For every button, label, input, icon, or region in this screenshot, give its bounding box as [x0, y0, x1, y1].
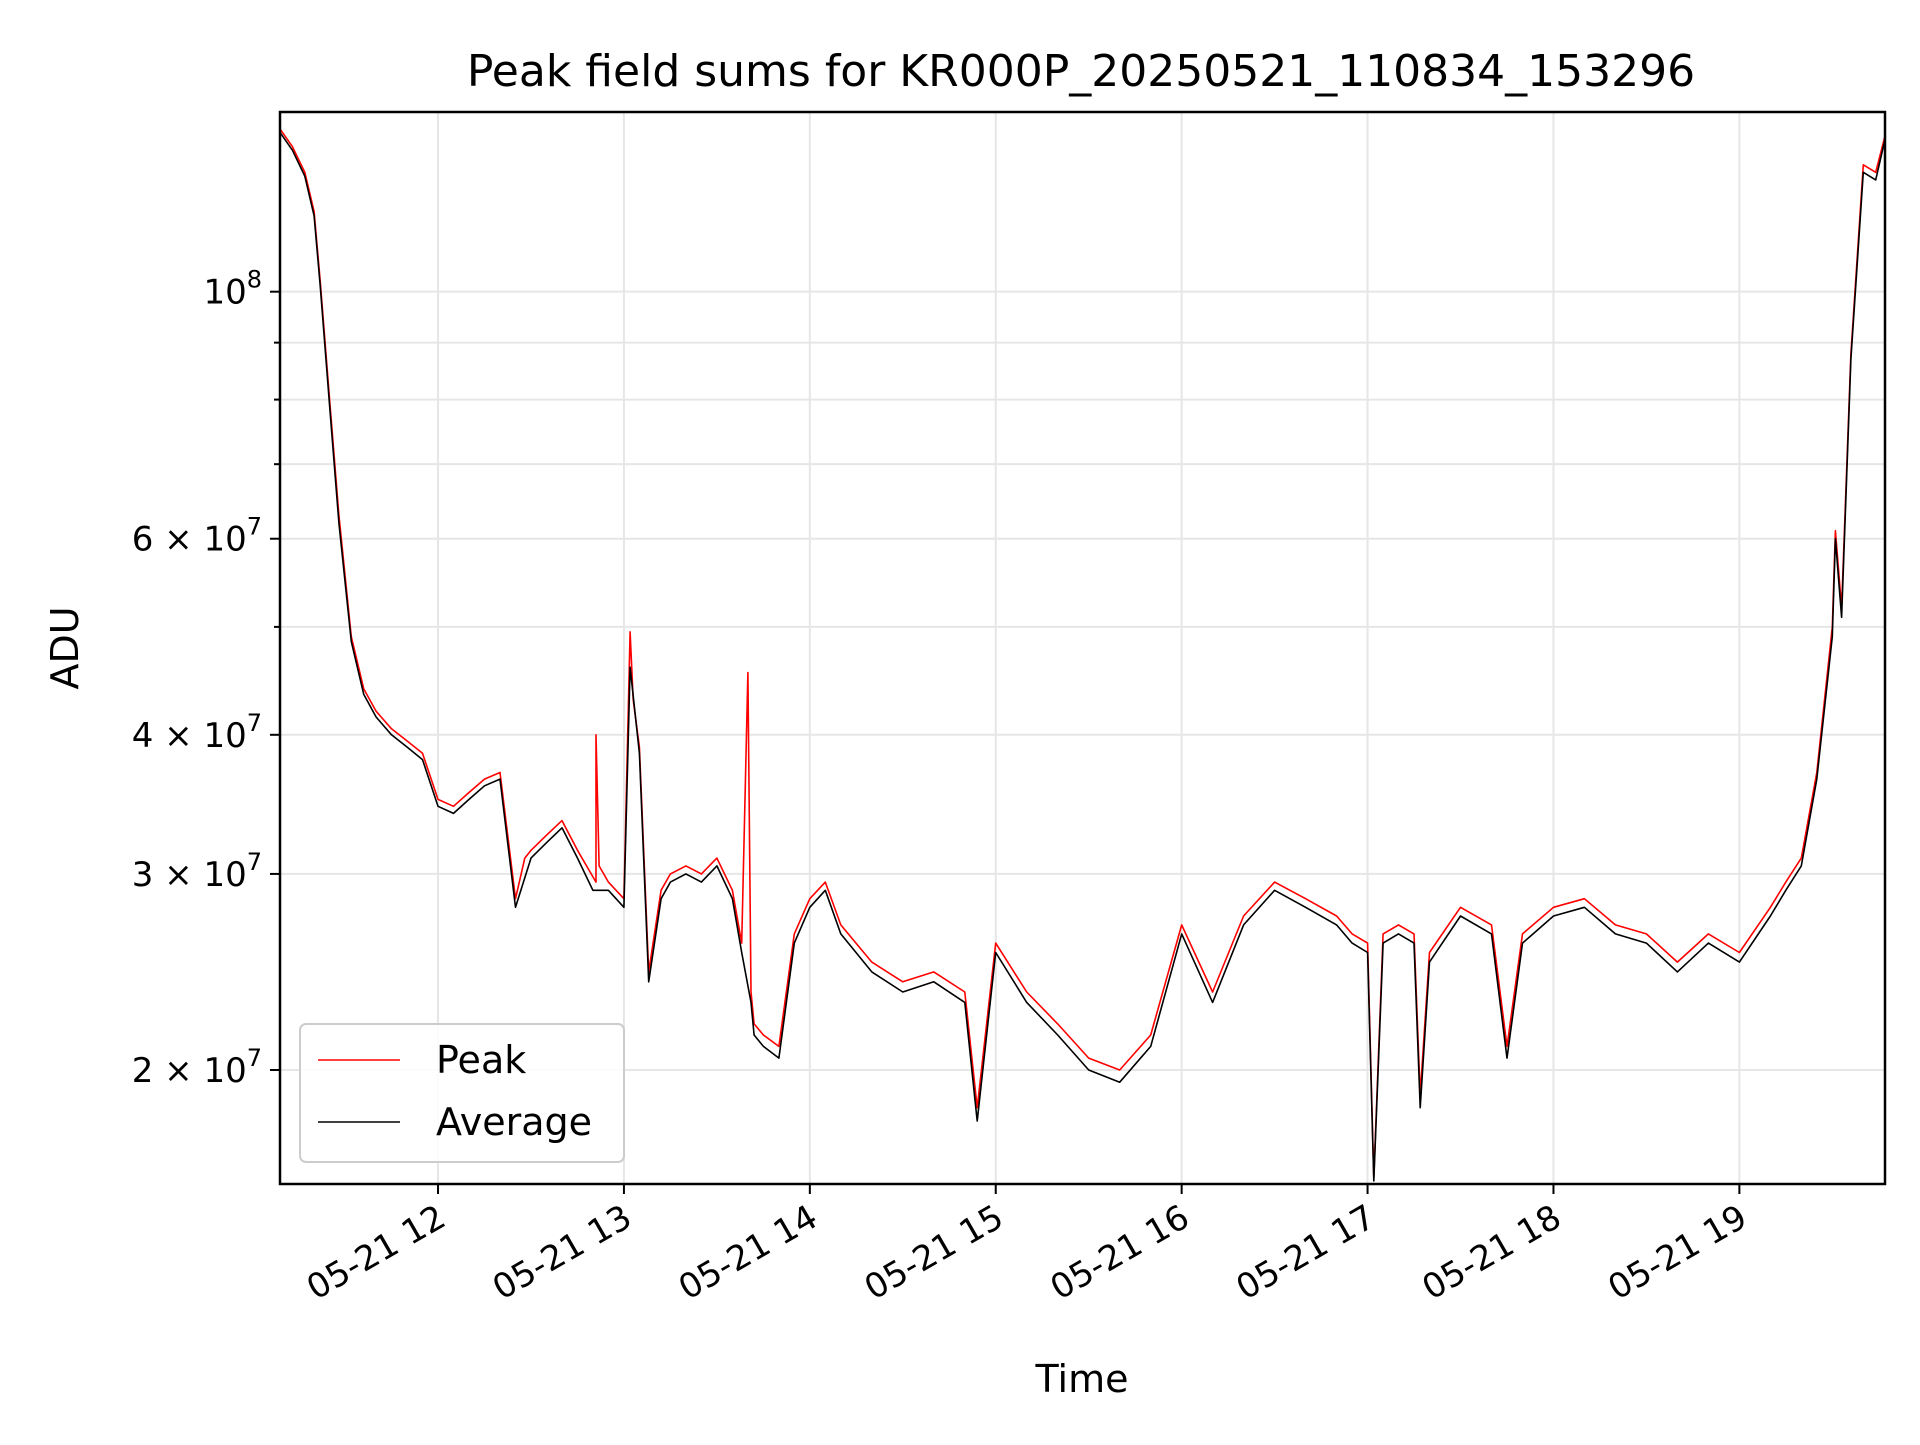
y-tick-label: 6 × 107 [132, 513, 262, 560]
legend-label-average: Average [436, 1100, 592, 1144]
series-lines [279, 128, 1886, 1182]
y-tick-label: 4 × 107 [132, 709, 262, 756]
grid [280, 112, 1885, 1184]
plot-frame [278, 110, 1887, 1186]
chart-title: Peak field sums for KR000P_20250521_1108… [467, 46, 1695, 97]
x-tick-label: 05-21 12 [300, 1197, 452, 1308]
y-axis-label: ADU [43, 606, 87, 689]
x-tick-label: 05-21 14 [672, 1197, 824, 1308]
y-axis: 2 × 107 3 × 107 4 × 107 6 × 107 108 [132, 266, 280, 1091]
x-tick-label: 05-21 17 [1230, 1197, 1382, 1308]
legend-box [299, 1023, 625, 1163]
y-tick-label: 2 × 107 [132, 1044, 262, 1091]
x-tick-label: 05-21 15 [858, 1197, 1010, 1308]
x-tick-label: 05-21 19 [1601, 1197, 1753, 1308]
x-tick-label: 05-21 18 [1416, 1197, 1568, 1308]
legend-label-peak: Peak [436, 1038, 526, 1082]
x-tick-label: 05-21 16 [1044, 1197, 1196, 1308]
legend: Peak Average [299, 1023, 625, 1163]
x-axis: 05-21 12 05-21 13 05-21 14 05-21 15 05-21 16… [300, 1184, 1754, 1308]
series-line-average [279, 131, 1886, 1182]
series-line-peak [279, 128, 1886, 1179]
x-tick-label: 05-21 13 [486, 1197, 638, 1308]
y-tick-label: 108 [203, 266, 262, 313]
y-tick-label: 3 × 107 [132, 848, 262, 895]
x-axis-label: Time [1035, 1357, 1129, 1401]
